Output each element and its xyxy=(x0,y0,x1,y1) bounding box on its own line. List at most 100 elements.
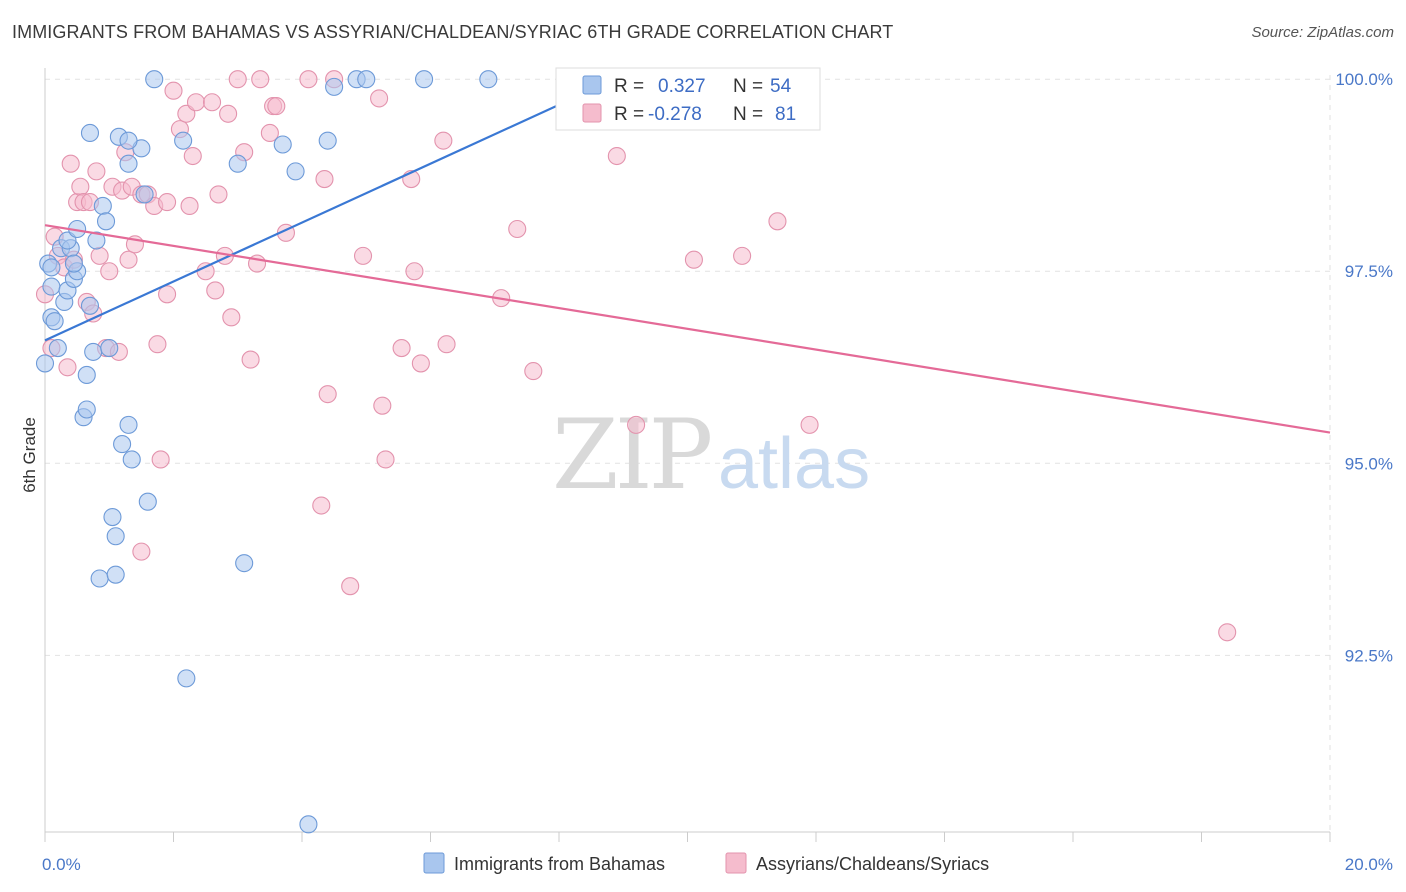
assyrians-point xyxy=(607,146,626,166)
assyrians-point xyxy=(405,262,424,281)
y-tick-label: 97.5% xyxy=(1345,262,1393,281)
bahamas-point xyxy=(357,70,376,89)
assyrians-point xyxy=(312,496,331,515)
assyrians-point xyxy=(186,93,206,112)
bahamas-point xyxy=(119,154,138,173)
assyrians-point xyxy=(177,104,196,123)
assyrians-point xyxy=(241,350,260,369)
bahamas-point xyxy=(106,527,125,546)
assyrians-point xyxy=(164,81,183,100)
trend-line-bahamas xyxy=(44,74,624,342)
assyrians-point xyxy=(411,354,430,373)
assyrians-point xyxy=(90,246,109,265)
bahamas-point xyxy=(273,135,292,154)
bahamas-point xyxy=(479,70,498,89)
watermark-zip: ZIP xyxy=(552,399,711,511)
assyrians-point xyxy=(627,415,646,434)
bahamas-point xyxy=(235,554,254,573)
bahamas-point xyxy=(48,339,67,358)
assyrians-point xyxy=(251,70,270,89)
bahamas-point xyxy=(318,131,337,150)
y-axis-label: 6th Grade xyxy=(20,417,39,493)
assyrians-point xyxy=(733,246,752,265)
legend-label-bahamas: Immigrants from Bahamas xyxy=(454,854,665,874)
x-tick-label: 0.0% xyxy=(42,855,81,874)
assyrians-point xyxy=(299,70,318,89)
assyrians-point xyxy=(196,262,215,281)
bahamas-point xyxy=(122,450,141,469)
legend-n-value: 54 xyxy=(770,76,792,97)
bahamas-point xyxy=(80,296,100,315)
bahamas-point xyxy=(80,123,100,143)
assyrians-point xyxy=(87,162,106,181)
assyrians-point xyxy=(222,308,241,327)
y-tick-label: 95.0% xyxy=(1345,454,1393,473)
y-tick-label: 92.5% xyxy=(1345,646,1393,665)
y-tick-labels: 92.5% 95.0% 97.5% 100.0% xyxy=(1335,70,1393,665)
bahamas-point xyxy=(45,312,64,331)
bahamas-point xyxy=(77,365,96,384)
legend-swatch-assyrians xyxy=(725,852,747,874)
legend-r-label: R = xyxy=(614,104,644,125)
bahamas-point xyxy=(145,70,164,89)
x-tick-label: 20.0% xyxy=(1345,855,1393,874)
assyrians-point xyxy=(58,358,77,377)
trend-line-assyrians xyxy=(44,224,1331,434)
legend-swatch-bahamas xyxy=(582,75,602,95)
bahamas-point xyxy=(113,435,132,454)
assyrians-point xyxy=(524,362,543,381)
legend-label-assyrians: Assyrians/Chaldeans/Syriacs xyxy=(756,854,989,874)
series-assyrians-points xyxy=(35,70,1237,642)
correlation-legend: R = 0.327 N = 54 R = -0.278 N = 81 xyxy=(555,67,821,131)
bahamas-point xyxy=(90,569,109,588)
assyrians-point xyxy=(228,70,247,89)
trend-lines xyxy=(44,74,1331,434)
assyrians-point xyxy=(71,177,90,196)
assyrians-point xyxy=(800,415,819,434)
legend-swatch-assyrians xyxy=(582,103,602,123)
bahamas-point xyxy=(87,231,106,250)
assyrians-point xyxy=(315,170,334,189)
bahamas-point xyxy=(299,815,318,834)
assyrians-point xyxy=(434,131,453,150)
bahamas-point xyxy=(174,131,193,150)
assyrians-point xyxy=(341,577,360,596)
assyrians-point xyxy=(100,262,119,281)
series-bahamas-points xyxy=(35,70,626,834)
assyrians-point xyxy=(684,250,703,269)
assyrians-point xyxy=(370,89,389,108)
assyrians-point xyxy=(219,104,238,123)
assyrians-point xyxy=(183,146,202,166)
bahamas-point xyxy=(286,162,305,181)
bahamas-point xyxy=(119,131,138,150)
bahamas-point xyxy=(103,508,122,527)
legend-n-label: N = xyxy=(733,76,763,97)
assyrians-point xyxy=(768,212,787,231)
legend-r-value: -0.278 xyxy=(648,104,702,125)
assyrians-point xyxy=(158,285,177,304)
x-tick-labels: 0.0% 20.0% xyxy=(42,855,1393,874)
bahamas-point xyxy=(96,212,116,231)
bahamas-point xyxy=(177,669,196,688)
assyrians-point xyxy=(148,335,167,354)
assyrians-point xyxy=(373,396,392,415)
legend-n-label: N = xyxy=(733,104,763,125)
legend-r-value: 0.327 xyxy=(658,76,706,97)
assyrians-point xyxy=(206,281,225,300)
chart-title: IMMIGRANTS FROM BAHAMAS VS ASSYRIAN/CHAL… xyxy=(12,22,894,42)
bahamas-point xyxy=(119,415,138,434)
assyrians-point xyxy=(203,93,222,112)
assyrians-point xyxy=(209,185,228,204)
source-label: Source: ZipAtlas.com xyxy=(1251,24,1394,41)
bahamas-point xyxy=(93,196,112,216)
assyrians-point xyxy=(180,196,199,216)
assyrians-point xyxy=(158,193,177,212)
assyrians-point xyxy=(376,450,395,469)
bahamas-point xyxy=(325,77,344,96)
bahamas-point xyxy=(35,354,55,373)
watermark-atlas: atlas xyxy=(718,424,870,504)
y-tick-label: 100.0% xyxy=(1335,70,1393,89)
assyrians-point xyxy=(508,219,527,239)
assyrians-point xyxy=(119,250,138,269)
